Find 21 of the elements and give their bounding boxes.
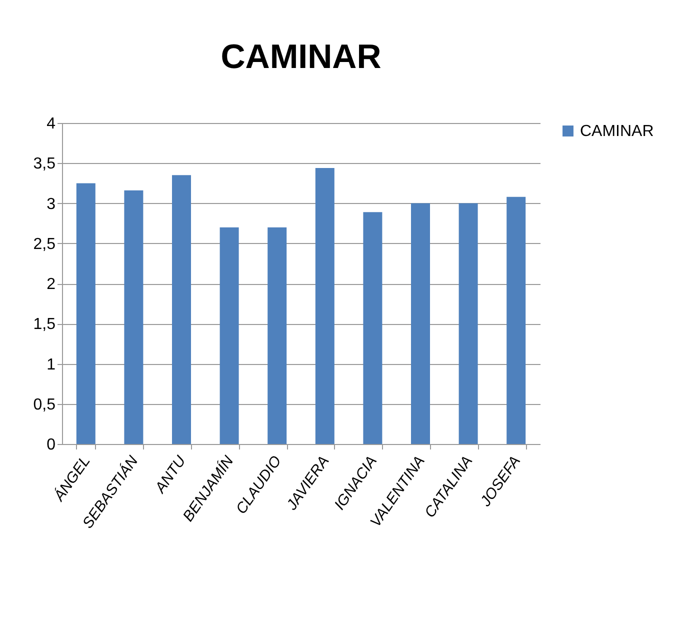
legend-label: CAMINAR bbox=[580, 123, 654, 140]
bar bbox=[76, 183, 96, 444]
bar bbox=[220, 227, 239, 444]
bar bbox=[506, 196, 526, 444]
y-tick-label: 3 bbox=[46, 196, 56, 213]
bar bbox=[458, 203, 478, 444]
bar bbox=[172, 175, 191, 444]
y-tick-label: 1 bbox=[46, 356, 56, 374]
bar bbox=[411, 203, 430, 444]
bar bbox=[315, 168, 334, 444]
y-tick-label: 0,5 bbox=[33, 396, 56, 414]
bar bbox=[268, 227, 287, 444]
y-tick-label: 3,5 bbox=[33, 156, 56, 173]
y-tick-label: 0 bbox=[46, 436, 56, 454]
y-tick-label: 2 bbox=[46, 276, 56, 293]
y-tick-label: 1,5 bbox=[33, 316, 56, 334]
y-tick-label: 2,5 bbox=[33, 236, 56, 253]
chart-title: CAMINAR bbox=[220, 38, 382, 76]
bar bbox=[363, 212, 382, 444]
bar bbox=[124, 190, 144, 444]
y-tick-label: 4 bbox=[46, 116, 56, 132]
